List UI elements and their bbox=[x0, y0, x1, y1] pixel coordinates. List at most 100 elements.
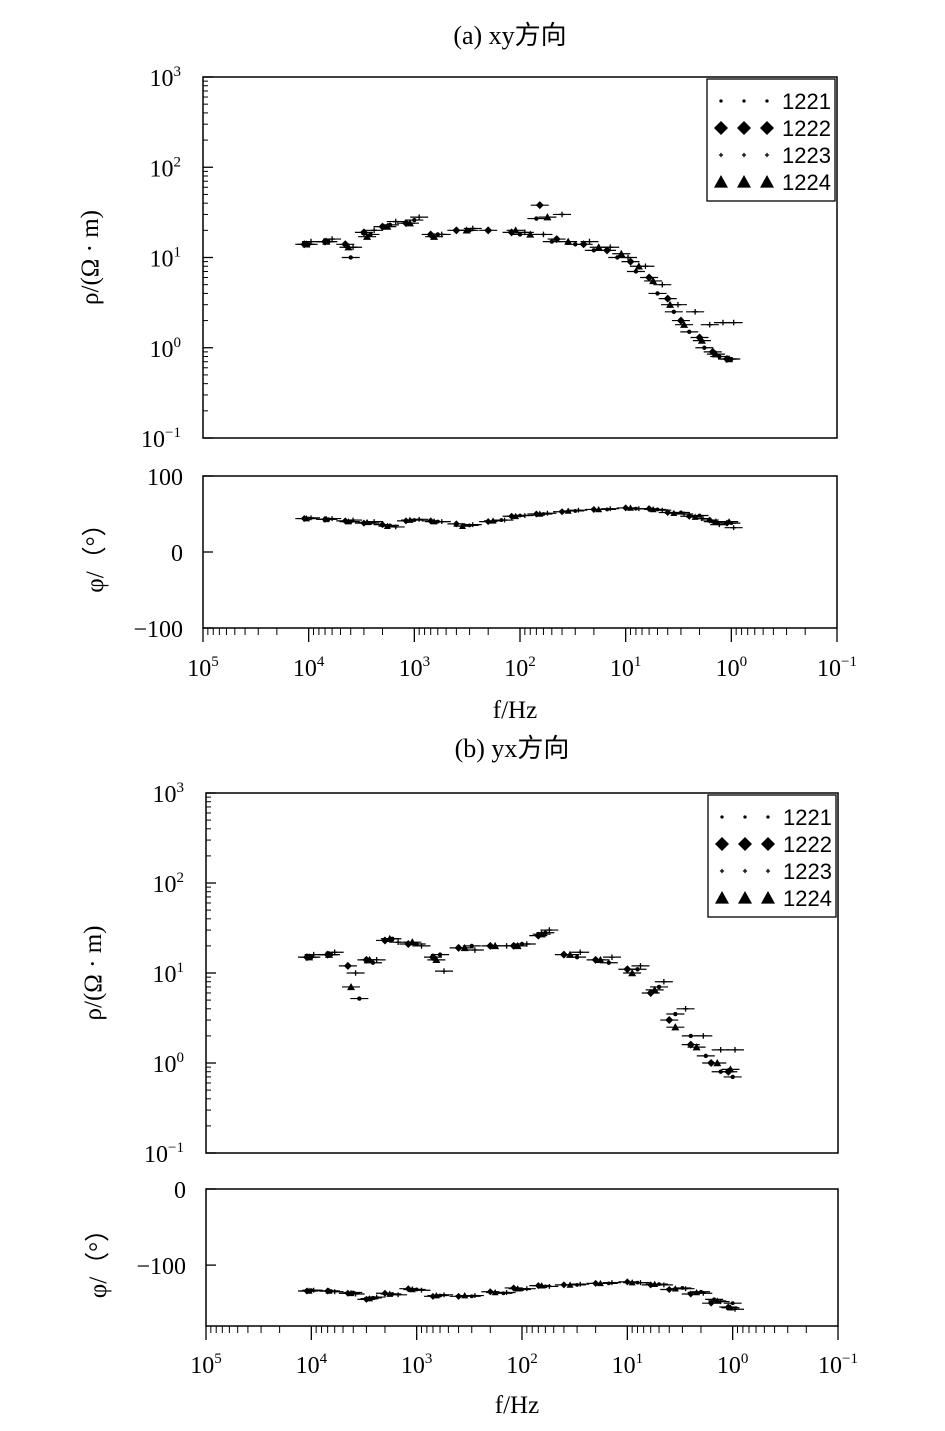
legend-diamond-marker bbox=[760, 121, 774, 135]
phase-point-1224 bbox=[538, 1282, 546, 1289]
rho-axis-label: ρ/(Ω · m) bbox=[77, 210, 104, 305]
rho-point-1224 bbox=[692, 1043, 701, 1051]
phase-point-1224 bbox=[693, 1289, 701, 1296]
legend-plus-marker bbox=[741, 152, 747, 158]
rho-point-1224 bbox=[725, 355, 734, 363]
rho-point-1224 bbox=[713, 1059, 722, 1067]
x-tick-label: 101 bbox=[610, 654, 642, 682]
phase-point-1223 bbox=[353, 1291, 359, 1297]
phase-point-1221 bbox=[730, 1301, 735, 1306]
phase-point-1224 bbox=[386, 1290, 394, 1297]
rho-point-1221 bbox=[348, 255, 353, 260]
rho-point-1222 bbox=[663, 294, 672, 303]
legend-dot-marker bbox=[765, 99, 769, 103]
phase-point-1224 bbox=[725, 518, 733, 525]
phase-point-1223 bbox=[609, 1280, 615, 1286]
phase-point-1223 bbox=[371, 519, 377, 525]
rho-point-1223 bbox=[395, 939, 401, 945]
rho-point-1223 bbox=[609, 954, 615, 960]
rho-point-1223 bbox=[416, 214, 422, 220]
rho-point-1224 bbox=[432, 955, 441, 964]
rho-point-1221 bbox=[574, 954, 580, 960]
phase-point-1224 bbox=[536, 510, 544, 517]
rho-tick-label: 102 bbox=[150, 154, 182, 182]
phase-point-1223 bbox=[544, 510, 550, 516]
phase-point-1224 bbox=[302, 515, 310, 522]
phase-point-1223 bbox=[716, 522, 722, 528]
rho-point-1224 bbox=[491, 941, 500, 950]
x-tick-label: 103 bbox=[399, 654, 431, 682]
legend-label: 1222 bbox=[783, 832, 832, 857]
rho-point-1223 bbox=[329, 236, 335, 242]
rho-point-1224 bbox=[596, 955, 605, 964]
phase-data bbox=[297, 1278, 745, 1312]
phase-point-1222 bbox=[486, 1288, 494, 1296]
rho-point-1224 bbox=[666, 300, 675, 308]
rho-point-1221 bbox=[591, 248, 597, 253]
rho-data bbox=[297, 927, 745, 1080]
phase-point-1222 bbox=[623, 1278, 631, 1286]
x-tick-label-base: 10 bbox=[187, 656, 211, 682]
rho-tick-label-exponent: 0 bbox=[174, 335, 182, 351]
phase-point-1223 bbox=[329, 516, 335, 522]
rho-point-1222 bbox=[603, 246, 612, 255]
phase-point-1223 bbox=[659, 507, 665, 513]
phase-point-1224 bbox=[366, 1295, 374, 1302]
phase-point-1224 bbox=[347, 1289, 355, 1297]
rho-tick-label-base: 10 bbox=[150, 337, 174, 363]
phase-point-1223 bbox=[393, 524, 399, 530]
rho-point-1221 bbox=[549, 239, 555, 244]
legend-triangle-marker bbox=[761, 891, 775, 904]
rho-tick-label-base: 10 bbox=[144, 1142, 168, 1168]
rho-point-1223 bbox=[310, 951, 317, 958]
rho-point-1223 bbox=[540, 231, 547, 238]
x-tick-label-base: 10 bbox=[293, 656, 317, 682]
legend-triangle-marker bbox=[715, 891, 729, 904]
rho-point-1222 bbox=[579, 240, 588, 249]
x-tick-label-exponent: 3 bbox=[425, 1351, 433, 1367]
phase-data bbox=[295, 504, 743, 531]
rho-point-1223 bbox=[692, 309, 698, 315]
x-tick-label-base: 10 bbox=[399, 656, 423, 682]
x-tick-label: 10−1 bbox=[818, 1351, 858, 1379]
rho-tick-label-exponent: 1 bbox=[174, 245, 182, 261]
rho-point-1223 bbox=[371, 227, 377, 234]
rho-tick-label: 10−1 bbox=[141, 425, 181, 453]
phase-tick-label: −100 bbox=[136, 1254, 186, 1280]
rho-point-1223 bbox=[706, 321, 713, 328]
rho-point-1221 bbox=[687, 329, 692, 335]
rho-point-1221 bbox=[673, 1011, 678, 1017]
rho-point-1221 bbox=[656, 984, 662, 990]
x-tick-label-exponent: 0 bbox=[740, 654, 748, 670]
phase-point-1224 bbox=[461, 1292, 469, 1299]
rho-point-1224 bbox=[460, 943, 469, 952]
rho-point-1223 bbox=[352, 970, 359, 976]
phase-point-1223 bbox=[636, 506, 642, 512]
rho-point-1223 bbox=[524, 941, 530, 947]
rho-point-1223 bbox=[586, 238, 593, 245]
x-tick-label: 105 bbox=[190, 1351, 222, 1379]
rho-point-1224 bbox=[650, 985, 659, 994]
legend-dot-marker bbox=[719, 99, 723, 103]
rho-point-1224 bbox=[697, 336, 706, 344]
phase-tick-label: 0 bbox=[174, 1178, 186, 1204]
phase-point-1224 bbox=[512, 512, 520, 520]
x-tick-label-base: 10 bbox=[504, 656, 528, 682]
rho-tick-label-exponent: 1 bbox=[177, 960, 185, 976]
rho-point-1223 bbox=[625, 254, 631, 261]
rho-point-1223 bbox=[717, 1047, 724, 1053]
rho-point-1222 bbox=[452, 226, 461, 235]
rho-point-1221 bbox=[655, 291, 660, 296]
legend-plus-marker bbox=[719, 868, 725, 874]
phase-point-1224 bbox=[566, 1281, 574, 1288]
phase-axis-label: φ/（°） bbox=[81, 511, 109, 592]
rho-point-1223 bbox=[659, 281, 666, 288]
rho-point-1224 bbox=[711, 350, 720, 358]
rho-point-1223 bbox=[559, 211, 565, 218]
rho-point-1223 bbox=[637, 963, 644, 969]
phase-plot-frame bbox=[202, 475, 838, 629]
rho-tick-label-base: 10 bbox=[153, 962, 177, 988]
phase-point-1223 bbox=[502, 517, 508, 523]
